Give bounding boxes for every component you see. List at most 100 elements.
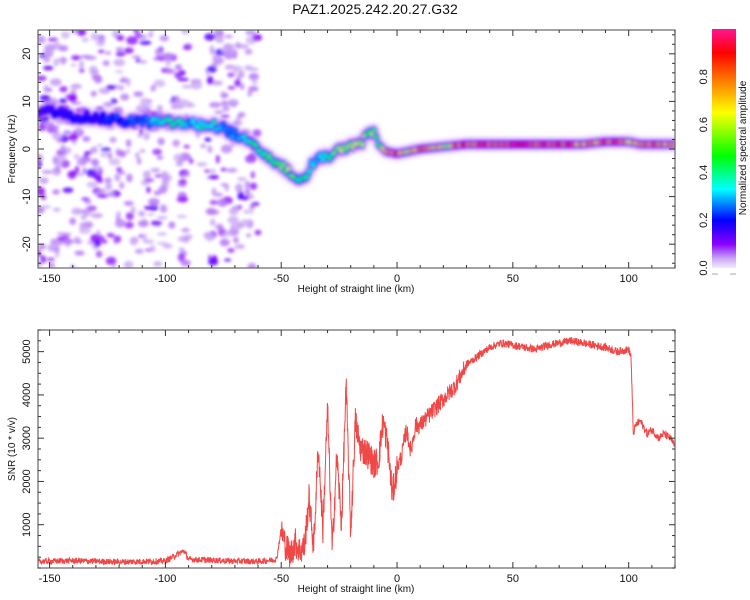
noise-blob	[147, 33, 154, 38]
noise-blob	[105, 85, 117, 90]
ridge-cell	[144, 116, 150, 121]
noise-blob	[70, 83, 82, 89]
y-tick-label: 1000	[21, 512, 33, 536]
x-tick-label: -100	[154, 273, 176, 285]
noise-blob	[124, 221, 134, 229]
noise-blob	[249, 204, 255, 210]
noise-blob	[130, 206, 136, 215]
noise-blob	[199, 143, 207, 149]
noise-blob	[95, 106, 105, 111]
noise-blob	[125, 139, 132, 148]
noise-blob	[52, 155, 59, 165]
ridge-cell	[285, 166, 291, 172]
noise-blob	[74, 250, 85, 256]
noise-blob	[74, 165, 80, 174]
noise-blob	[252, 33, 263, 42]
noise-blob	[222, 105, 230, 113]
noise-blob	[71, 55, 81, 61]
x-tick-label: 50	[507, 573, 519, 585]
noise-blob	[207, 65, 217, 73]
noise-blob	[240, 219, 251, 227]
noise-blob	[181, 228, 190, 233]
noise-blob	[248, 85, 259, 92]
noise-blob	[174, 71, 182, 79]
noise-blob	[178, 157, 184, 164]
noise-blob	[62, 130, 72, 135]
noise-blob	[241, 195, 250, 201]
noise-blob	[60, 56, 66, 65]
ridge-cell	[230, 134, 235, 139]
noise-blob	[125, 78, 131, 87]
x-tick-label: -100	[154, 573, 176, 585]
noise-blob	[43, 84, 49, 93]
colorbar-tick-label: 0.0	[698, 260, 710, 275]
noise-blob	[177, 252, 186, 262]
noise-blob	[38, 186, 46, 196]
noise-blob	[102, 60, 110, 66]
x-tick-label: -150	[39, 573, 61, 585]
noise-blob	[161, 170, 168, 178]
snr-frame	[37, 329, 676, 569]
noise-blob	[159, 35, 169, 42]
noise-blob	[219, 238, 230, 247]
noise-blob	[161, 175, 169, 185]
noise-blob	[178, 99, 190, 108]
noise-blob	[177, 77, 189, 82]
noise-blob	[39, 54, 46, 59]
noise-blob	[234, 78, 241, 87]
noise-blob	[176, 196, 189, 203]
noise-blob	[123, 200, 134, 206]
ridge-cell	[371, 127, 377, 132]
noise-blob	[104, 51, 112, 55]
noise-blob	[178, 179, 187, 184]
noise-blob	[150, 84, 156, 92]
noise-blob	[38, 159, 42, 168]
noise-blob	[220, 114, 230, 118]
noise-blob	[157, 232, 168, 236]
ridge	[38, 102, 675, 187]
noise-blob	[113, 58, 126, 67]
noise-blob	[90, 68, 100, 77]
noise-blob	[54, 251, 60, 258]
noise-blob	[125, 212, 135, 221]
noise-blob	[230, 142, 236, 147]
noise-blob	[75, 240, 83, 244]
colorbar-tick-label: 0.4	[698, 165, 710, 180]
noise-blob	[123, 47, 134, 54]
noise-blob	[181, 173, 191, 177]
noise-blob	[220, 100, 228, 107]
snr-line-area	[38, 337, 675, 568]
noise-blob	[205, 207, 217, 215]
noise-blob	[136, 134, 143, 138]
noise-blob	[105, 192, 115, 197]
noise-blob	[78, 60, 85, 70]
snr-line	[38, 337, 675, 568]
ridge-cell	[100, 112, 106, 118]
ridge-cell	[84, 111, 89, 116]
snr-plot: -150 -100 -50 0 50 100 1000 2000 3000 4000 5000 He…	[7, 329, 676, 595]
noise-blob	[150, 220, 163, 226]
noise-blob	[148, 204, 159, 211]
x-tick-label: 100	[619, 273, 637, 285]
noise-blob	[237, 112, 246, 118]
noise-blob	[75, 127, 82, 136]
noise-blob	[209, 199, 218, 206]
noise-blob	[246, 233, 252, 238]
ridge-cell	[49, 106, 55, 112]
noise-blob	[208, 174, 219, 180]
noise-blob	[114, 70, 124, 74]
noise-blob	[79, 54, 92, 59]
noise-blob	[228, 207, 239, 216]
noise-blob	[86, 205, 97, 212]
y-tick-label: -10	[21, 189, 33, 205]
noise-blob	[38, 75, 47, 82]
noise-blob	[98, 87, 111, 95]
colorbar-tick-label: 0.6	[698, 117, 710, 132]
noise-blob	[111, 264, 117, 268]
noise-blob	[97, 49, 105, 54]
x-tick-label: 0	[394, 273, 400, 285]
noise-blob	[134, 32, 142, 39]
noise-blob	[58, 98, 68, 104]
noise-blob	[144, 178, 155, 182]
noise-blob	[43, 121, 55, 128]
